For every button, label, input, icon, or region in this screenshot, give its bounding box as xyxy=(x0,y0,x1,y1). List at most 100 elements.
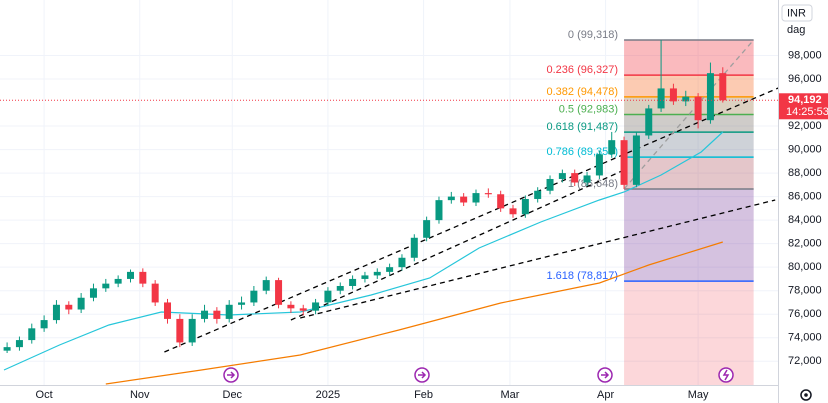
candle-body xyxy=(299,308,307,311)
y-tick-label: 78,000 xyxy=(788,285,822,297)
fib-label: 0.236 (96,327) xyxy=(547,64,619,76)
candle-body xyxy=(694,96,702,121)
trendline xyxy=(290,169,625,321)
trendline xyxy=(623,39,755,190)
event-icon[interactable] xyxy=(223,367,239,383)
candle-body xyxy=(608,140,616,155)
candle-body xyxy=(484,193,492,195)
y-tick-label: 96,000 xyxy=(788,73,822,85)
candle-body xyxy=(3,347,11,351)
fib-label: 0 (99,318) xyxy=(568,29,618,41)
event-icon[interactable] xyxy=(718,367,734,383)
candle-body xyxy=(571,173,579,183)
plot xyxy=(0,39,779,385)
x-tick-label: Oct xyxy=(36,389,53,401)
timeframe: dag xyxy=(787,24,805,36)
candle-body xyxy=(102,283,110,289)
candle-body xyxy=(213,310,221,319)
candle-body xyxy=(682,96,690,102)
candle-body xyxy=(139,271,147,284)
candle-body xyxy=(28,328,36,341)
y-tick-label: 90,000 xyxy=(788,143,822,155)
moving-average xyxy=(105,241,723,385)
candle-body xyxy=(151,283,159,303)
candle-body xyxy=(398,257,406,268)
fib-label: 0.382 (94,478) xyxy=(547,86,619,98)
x-tick-label: Dec xyxy=(223,389,243,401)
event-icon[interactable] xyxy=(597,367,613,383)
candle-body xyxy=(521,198,529,215)
candle-body xyxy=(262,280,270,291)
x-tick-label: May xyxy=(688,389,709,401)
candle-body xyxy=(324,290,332,303)
fib-band xyxy=(624,114,754,133)
candle-body xyxy=(460,196,468,203)
candle-body xyxy=(657,88,665,109)
event-icon[interactable] xyxy=(414,367,430,383)
candle-body xyxy=(126,271,134,279)
settings-icon[interactable] xyxy=(800,389,812,401)
y-tick-label: 74,000 xyxy=(788,332,822,344)
candle-body xyxy=(620,140,628,185)
currency[interactable]: INR xyxy=(787,7,806,19)
y-tick-label: 76,000 xyxy=(788,308,822,320)
candle-body xyxy=(275,280,283,305)
fib-band xyxy=(624,75,754,97)
candle-body xyxy=(595,154,603,176)
fib-band xyxy=(624,157,754,189)
candle-body xyxy=(349,278,357,286)
candle-body xyxy=(583,175,591,183)
last-price-label: 94,192 xyxy=(788,94,822,106)
candle-body xyxy=(114,278,122,284)
currency-button[interactable] xyxy=(781,4,813,22)
x-tick-label: Apr xyxy=(597,389,614,401)
candle-body xyxy=(558,173,566,179)
candle-body xyxy=(373,271,381,276)
axes: 72,000 74,000 76,000 78,000 80,000 82,000 84,0… xyxy=(36,49,828,401)
candle-body xyxy=(472,193,480,203)
y-tick-label: 92,000 xyxy=(788,120,822,132)
candle-body xyxy=(176,318,184,343)
last-price-box xyxy=(779,93,828,120)
trendline xyxy=(300,199,776,319)
candle-body xyxy=(225,304,233,319)
candle-body xyxy=(706,73,714,121)
fib-label: 1.618 (78,817) xyxy=(547,270,619,282)
fib-label: 0.618 (91,487) xyxy=(547,121,619,133)
y-tick-label: 80,000 xyxy=(788,261,822,273)
candle-body xyxy=(52,304,60,321)
candle-body xyxy=(719,73,727,101)
x-tick-label: Nov xyxy=(130,389,150,401)
fib-band xyxy=(624,40,754,76)
candle-body xyxy=(250,290,258,303)
candle-body xyxy=(497,194,505,209)
candle-body xyxy=(164,302,172,319)
fib-band xyxy=(624,132,754,158)
candle-body xyxy=(336,285,344,291)
candle-body xyxy=(65,304,73,310)
candle-body xyxy=(89,288,97,298)
candle-body xyxy=(201,310,209,319)
candle-body xyxy=(188,318,196,343)
candle-body xyxy=(40,320,48,329)
candle-body xyxy=(361,275,369,279)
trendline xyxy=(164,87,779,353)
candle-body xyxy=(423,220,431,238)
fib-retracement: 0 (99,318) 0.236 (96,327) 0.382 (94,478) 0.… xyxy=(547,29,754,386)
x-tick-label: 2025 xyxy=(316,389,340,401)
fib-label: 0.786 (89,359) xyxy=(547,146,619,158)
fib-band xyxy=(624,96,754,115)
x-tick-label: Feb xyxy=(414,389,433,401)
candle-body xyxy=(645,108,653,136)
fib-label: 1 (86,648) xyxy=(568,178,618,190)
fib-label: 0.5 (92,983) xyxy=(559,103,618,115)
y-tick-label: 98,000 xyxy=(788,49,822,61)
y-tick-label: 72,000 xyxy=(788,355,822,367)
candle-body xyxy=(669,88,677,102)
candle-body xyxy=(546,178,554,191)
candle-body xyxy=(632,135,640,185)
candle-body xyxy=(77,297,85,310)
moving-average xyxy=(3,131,724,371)
